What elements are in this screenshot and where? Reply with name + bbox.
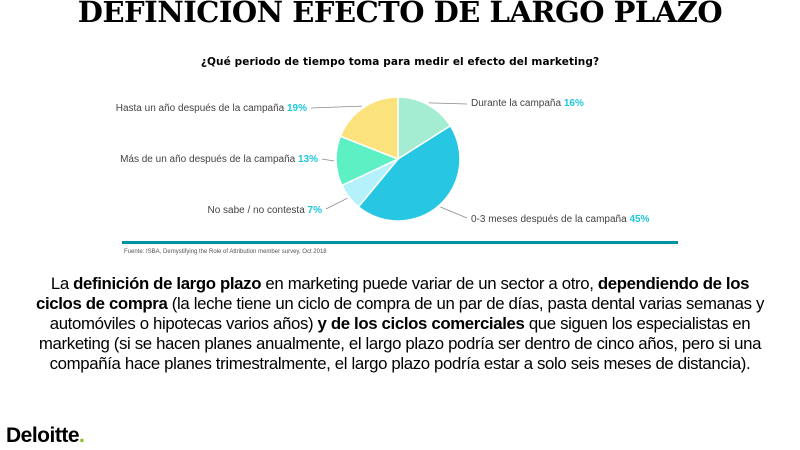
slice-label-text: Más de un año después de la campaña: [120, 154, 298, 165]
body-text-2: en marketing puede variar de un sector a…: [261, 274, 598, 293]
slice-label: Durante la campaña 16%: [471, 98, 584, 109]
slice-percent: 45%: [629, 214, 649, 225]
pie-slice: [357, 124, 461, 222]
logo-wordmark: Deloitte: [6, 424, 80, 447]
source-note: Fuente: ISBA, Demystifying the Role of A…: [124, 249, 327, 255]
leader-line: [325, 197, 348, 210]
chart-title: ¿Qué periodo de tiempo toma para medir e…: [200, 56, 600, 68]
slice-label: No sabe / no contesta 7%: [207, 205, 322, 216]
logo-dot: .: [79, 424, 85, 447]
body-bold-1: definición de largo plazo: [73, 274, 262, 293]
slice-percent: 13%: [298, 154, 318, 165]
pie-chart: Durante la campaña 16% 0-3 meses después …: [116, 96, 650, 225]
body-bold-3: y de los ciclos comerciales: [317, 314, 525, 333]
body-bold-2: dependiendo de los ciclos de compra: [35, 274, 750, 313]
pie-slice: [339, 96, 399, 161]
body-text-4: que siguen los especialistas en marketin…: [38, 314, 762, 373]
leader-line: [428, 102, 468, 105]
pie-slice: [397, 96, 452, 161]
separator-rule: [122, 241, 678, 244]
slice-percent: 19%: [287, 103, 307, 114]
leader-line: [310, 105, 363, 109]
slice-label-text: No sabe / no contesta: [207, 205, 307, 216]
slice-label-text: Hasta un año después de la campaña: [116, 103, 287, 114]
slice-percent: 16%: [564, 98, 584, 109]
slice-label: 0-3 meses después de la campaña 45%: [471, 214, 650, 225]
slice-percent: 7%: [308, 205, 323, 216]
slice-label-text: Durante la campaña: [471, 98, 564, 109]
deloitte-logo: Deloitte.: [6, 424, 85, 448]
body-paragraph: La definición de largo plazo en marketin…: [30, 274, 770, 374]
body-text-1: La: [50, 274, 74, 293]
body-text-3: (la leche tiene un ciclo de compra de un…: [49, 294, 765, 333]
slice-label: Hasta un año después de la campaña 19%: [116, 103, 307, 114]
slide-title: DEFINICIÓN EFECTO DE LARGO PLAZO: [77, 0, 723, 29]
slice-label-text: 0-3 meses después de la campaña: [471, 214, 629, 225]
leader-line: [440, 206, 468, 219]
slice-label: Más de un año después de la campaña 13%: [120, 154, 318, 165]
leader-line: [321, 158, 335, 162]
